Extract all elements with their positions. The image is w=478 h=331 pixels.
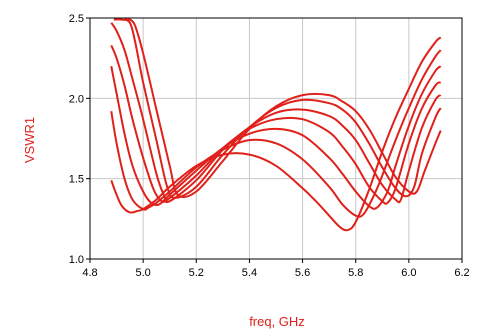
series-line-7 <box>124 18 442 199</box>
y-axis-ticks: 1.0 1.5 2.0 2.5 <box>69 13 90 266</box>
series-group <box>110 18 442 232</box>
series-line-4 <box>110 44 442 205</box>
x-tick-label: 5.0 <box>135 267 150 279</box>
x-tick-label: 5.4 <box>242 267 257 279</box>
x-tick-label: 5.6 <box>295 267 310 279</box>
series-line-1 <box>110 36 442 232</box>
x-tick-label: 5.8 <box>348 267 363 279</box>
y-tick-label: 2.0 <box>69 93 84 105</box>
x-axis-label: freq, GHz <box>249 314 305 329</box>
x-tick-label: 5.2 <box>189 267 204 279</box>
series-line-3 <box>110 65 442 210</box>
grid-lines <box>90 18 462 259</box>
y-axis-label: VSWR1 <box>22 117 37 163</box>
x-tick-label: 6.2 <box>454 267 469 279</box>
x-axis-ticks: 4.8 5.0 5.2 5.4 5.6 5.8 6.0 6.2 <box>82 259 470 279</box>
x-tick-label: 6.0 <box>401 267 416 279</box>
series-line-2 <box>110 49 442 218</box>
x-tick-label: 4.8 <box>82 267 97 279</box>
series-line-6 <box>113 18 442 199</box>
y-tick-label: 1.5 <box>69 174 84 186</box>
y-tick-label: 1.0 <box>69 254 84 266</box>
plot-frame <box>89 17 463 260</box>
series-line-5 <box>110 22 442 204</box>
y-tick-label: 2.5 <box>69 13 84 25</box>
